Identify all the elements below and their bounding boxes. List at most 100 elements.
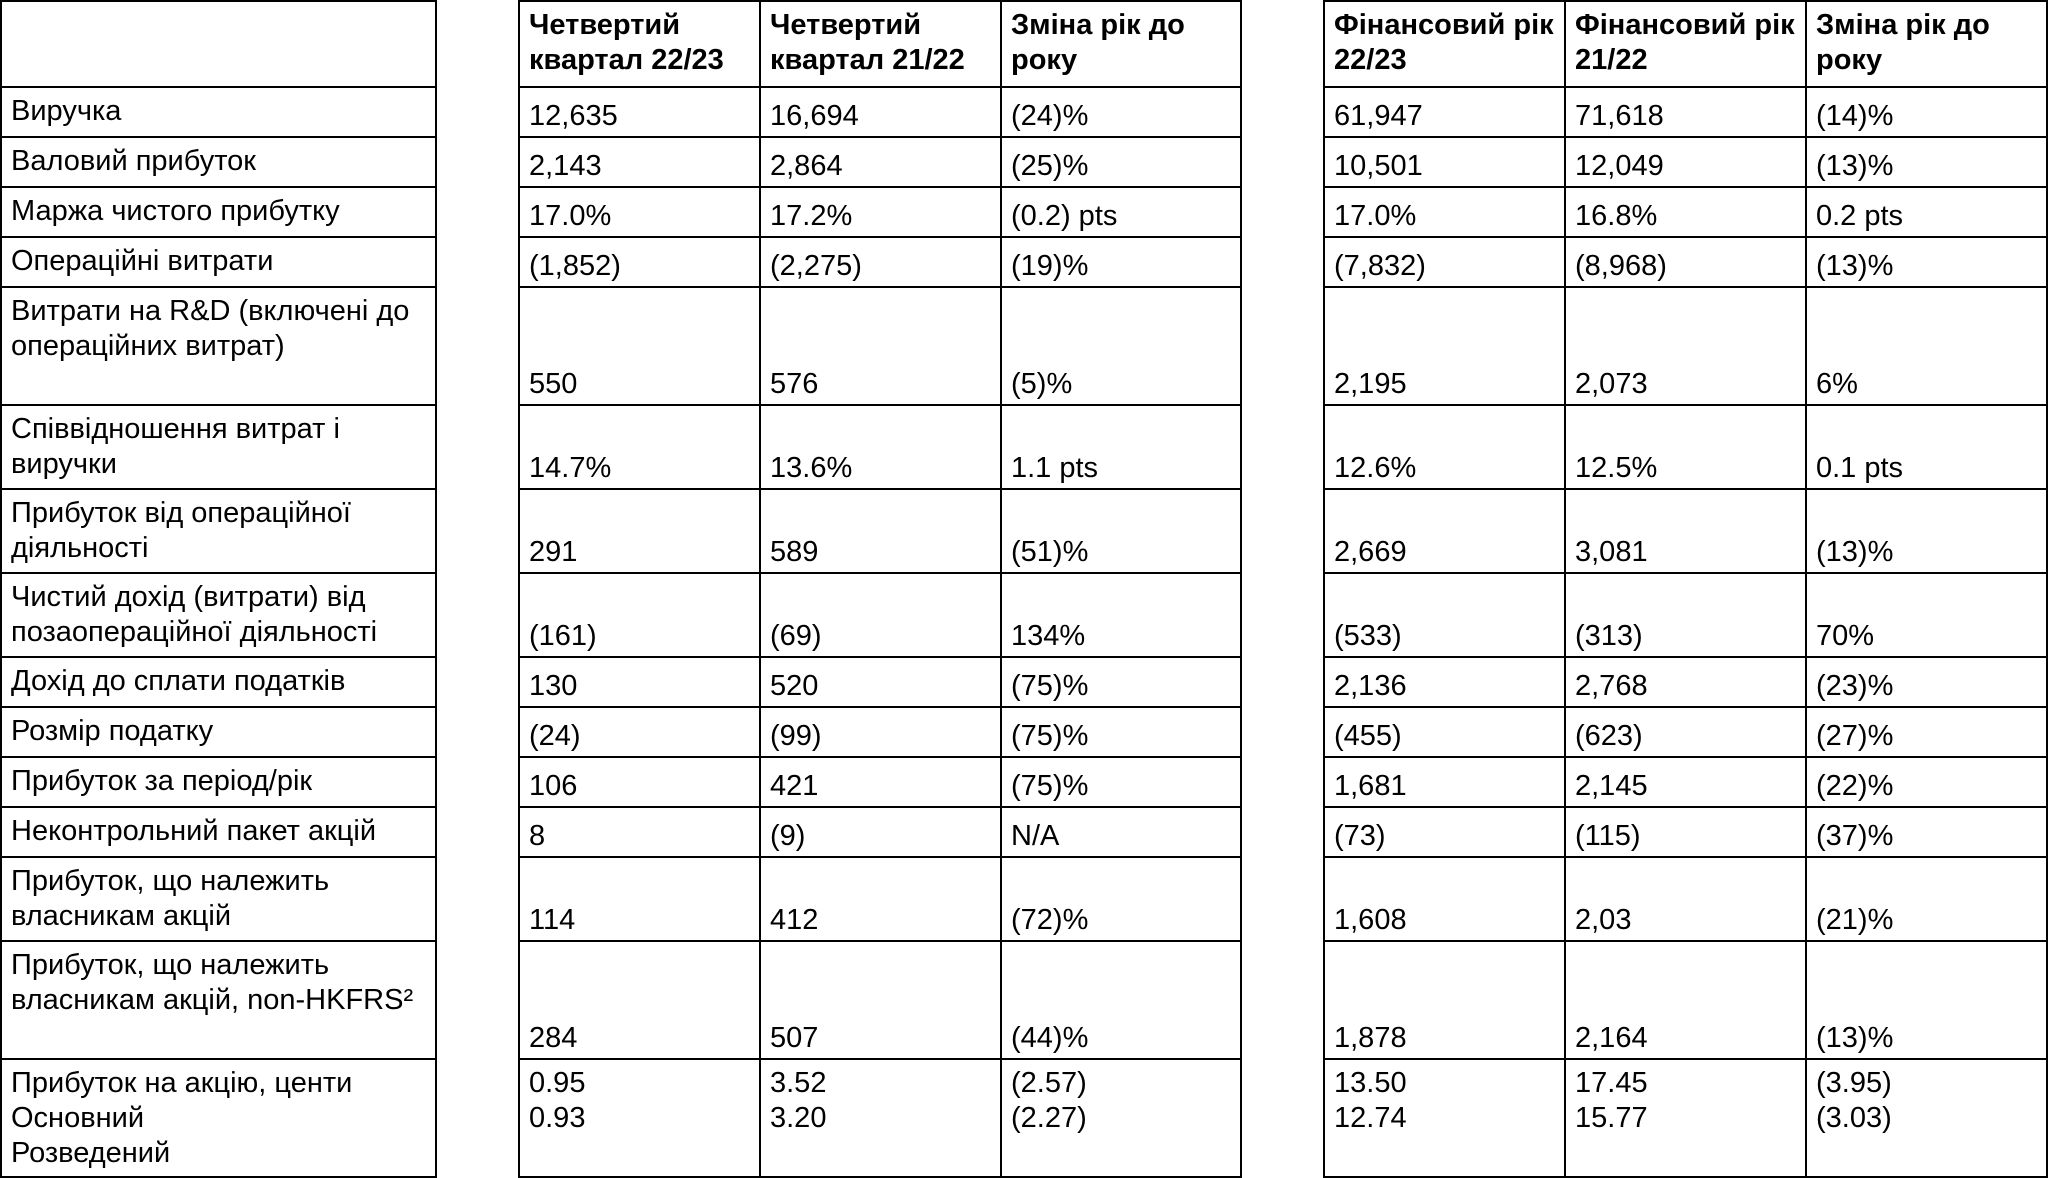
table-row: Неконтрольний пакет акцій 8 (9) N/A (73) (115…: [0, 806, 2048, 858]
column-gap: [436, 573, 519, 657]
table-row: Прибуток, що належить власникам акцій, n…: [0, 940, 2048, 1060]
column-gap: [436, 137, 519, 187]
table-row: Чистий дохід (витрати) від позаопераційн…: [0, 572, 2048, 658]
value-fy-2122: 16.8%: [1564, 186, 1807, 238]
table-row: Дохід до сплати податків 130 520 (75)% 2,136…: [0, 656, 2048, 708]
value-fy-2223: 10,501: [1323, 136, 1566, 188]
value-fy-2223: 1,878: [1323, 940, 1566, 1060]
value-q-2122: 589: [759, 488, 1002, 574]
column-gap: [1241, 137, 1324, 187]
column-gap: [1241, 857, 1324, 941]
value-fy-change: (37)%: [1805, 806, 2048, 858]
column-gap: [436, 87, 519, 137]
row-label: Витрати на R&D (включені до операційних …: [0, 286, 437, 406]
value-fy-2122: 3,081: [1564, 488, 1807, 574]
value-q-change: (0.2) pts: [1000, 186, 1242, 238]
value-q-change: (24)%: [1000, 86, 1242, 138]
value-q-2122: 507: [759, 940, 1002, 1060]
value-q-2122: 13.6%: [759, 404, 1002, 490]
column-gap: [436, 757, 519, 807]
value-fy-2122: (8,968): [1564, 236, 1807, 288]
column-gap: [1241, 287, 1324, 405]
value-fy-change: (13)%: [1805, 236, 2048, 288]
column-gap: [1241, 707, 1324, 757]
row-label: Валовий прибуток: [0, 136, 437, 188]
value-q-2223: 284: [518, 940, 761, 1060]
value-q-2223: 130: [518, 656, 761, 708]
value-fy-change: (13)%: [1805, 488, 2048, 574]
value-q-change: (25)%: [1000, 136, 1242, 188]
column-gap: [436, 287, 519, 405]
column-gap: [1241, 87, 1324, 137]
value-q-2223: 106: [518, 756, 761, 808]
column-gap: [1241, 1059, 1324, 1177]
value-q-2122: 2,864: [759, 136, 1002, 188]
value-fy-2223: 12.6%: [1323, 404, 1566, 490]
value-q-2122: 421: [759, 756, 1002, 808]
value-q-2223: 550: [518, 286, 761, 406]
value-q-change: N/A: [1000, 806, 1242, 858]
value-fy-change: (3.95) (3.03): [1805, 1058, 2048, 1178]
row-label: Операційні витрати: [0, 236, 437, 288]
row-label: Прибуток на акцію, центи Основний Розвед…: [0, 1058, 437, 1178]
table-row: Співвідношення витрат і виручки 14.7% 13.6…: [0, 404, 2048, 490]
row-label: Неконтрольний пакет акцій: [0, 806, 437, 858]
column-gap: [1241, 657, 1324, 707]
header-row: Четвертий квартал 22/23 Четвертий кварта…: [0, 0, 2048, 88]
column-gap: [436, 857, 519, 941]
value-fy-2122: 2,145: [1564, 756, 1807, 808]
row-label: Прибуток, що належить власникам акцій, n…: [0, 940, 437, 1060]
value-q-change: (72)%: [1000, 856, 1242, 942]
value-fy-2223: (533): [1323, 572, 1566, 658]
row-label: Прибуток від операційної діяльності: [0, 488, 437, 574]
value-fy-2223: 2,195: [1323, 286, 1566, 406]
table-row: Витрати на R&D (включені до операційних …: [0, 286, 2048, 406]
value-fy-2122: 2,03: [1564, 856, 1807, 942]
value-fy-change: (14)%: [1805, 86, 2048, 138]
value-q-2223: (161): [518, 572, 761, 658]
value-fy-2223: 1,608: [1323, 856, 1566, 942]
value-q-2223: 14.7%: [518, 404, 761, 490]
column-gap: [436, 1, 519, 87]
value-fy-change: 6%: [1805, 286, 2048, 406]
value-q-2223: 17.0%: [518, 186, 761, 238]
value-fy-2122: (313): [1564, 572, 1807, 658]
row-label: Виручка: [0, 86, 437, 138]
value-q-change: 1.1 pts: [1000, 404, 1242, 490]
column-gap: [1241, 1, 1324, 87]
column-gap: [436, 489, 519, 573]
value-fy-2223: 2,669: [1323, 488, 1566, 574]
value-fy-change: (27)%: [1805, 706, 2048, 758]
header-fy-change: Зміна рік до року: [1805, 0, 2048, 88]
table-row: Прибуток від операційної діяльності 291 58…: [0, 488, 2048, 574]
value-q-change: (75)%: [1000, 706, 1242, 758]
column-gap: [436, 707, 519, 757]
value-q-2122: 16,694: [759, 86, 1002, 138]
value-fy-change: (22)%: [1805, 756, 2048, 808]
row-label: Прибуток, що належить власникам акцій: [0, 856, 437, 942]
value-fy-2122: 17.45 15.77: [1564, 1058, 1807, 1178]
column-gap: [436, 1059, 519, 1177]
value-fy-2223: (73): [1323, 806, 1566, 858]
value-fy-2122: 71,618: [1564, 86, 1807, 138]
value-fy-2122: 2,768: [1564, 656, 1807, 708]
header-q-change: Зміна рік до року: [1000, 0, 1242, 88]
column-gap: [436, 405, 519, 489]
header-fy-2223: Фінансовий рік 22/23: [1323, 0, 1566, 88]
value-q-2223: 2,143: [518, 136, 761, 188]
value-fy-2122: 12.5%: [1564, 404, 1807, 490]
header-q-2122: Четвертий квартал 21/22: [759, 0, 1002, 88]
column-gap: [1241, 807, 1324, 857]
value-fy-change: (21)%: [1805, 856, 2048, 942]
column-gap: [436, 807, 519, 857]
value-q-2223: 114: [518, 856, 761, 942]
value-fy-change: (13)%: [1805, 940, 2048, 1060]
table-row: Розмір податку (24) (99) (75)% (455) (623) (27…: [0, 706, 2048, 758]
value-fy-change: 70%: [1805, 572, 2048, 658]
value-q-change: 134%: [1000, 572, 1242, 658]
value-q-2223: 8: [518, 806, 761, 858]
value-q-change: (44)%: [1000, 940, 1242, 1060]
column-gap: [1241, 757, 1324, 807]
row-label: Дохід до сплати податків: [0, 656, 437, 708]
